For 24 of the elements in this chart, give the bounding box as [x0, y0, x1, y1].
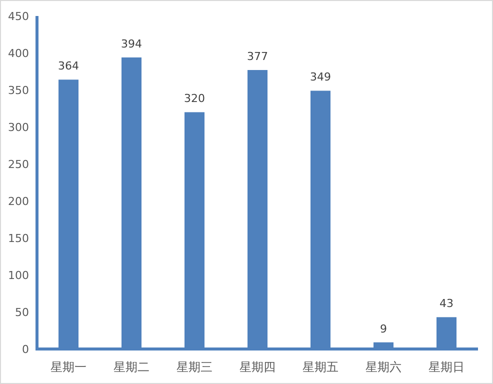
y-tick-label: 50 — [15, 306, 29, 319]
y-tick-label: 200 — [8, 195, 29, 208]
x-tick-label: 星期三 — [176, 360, 212, 374]
data-label: 377 — [247, 50, 268, 64]
x-tick-label: 星期五 — [302, 360, 338, 374]
x-tick-label: 星期六 — [366, 360, 402, 374]
y-tick-label: 250 — [8, 158, 29, 171]
data-label: 9 — [380, 322, 387, 336]
y-tick-label: 400 — [8, 47, 29, 60]
data-label: 320 — [184, 92, 205, 106]
y-tick-label: 150 — [8, 232, 29, 245]
x-tick-label: 星期一 — [50, 360, 86, 374]
y-tick-label: 0 — [22, 343, 29, 356]
data-label: 349 — [310, 70, 331, 84]
x-tick-label: 星期二 — [114, 360, 150, 374]
x-tick-label: 星期日 — [428, 360, 464, 374]
y-tick-label: 100 — [8, 269, 29, 282]
y-tick-label: 450 — [8, 10, 29, 23]
y-tick-label: 300 — [8, 121, 29, 134]
y-tick-label: 350 — [8, 84, 29, 97]
data-label: 394 — [121, 37, 142, 50]
data-label: 364 — [58, 60, 79, 73]
data-label: 43 — [440, 297, 454, 310]
x-tick-label: 星期四 — [240, 360, 276, 374]
